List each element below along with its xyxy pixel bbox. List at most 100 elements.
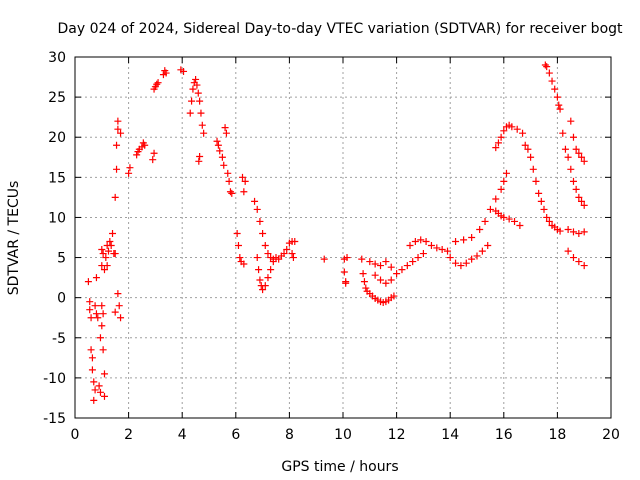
data-point bbox=[102, 254, 110, 262]
data-point bbox=[269, 258, 277, 266]
data-point bbox=[283, 246, 291, 254]
data-point bbox=[98, 246, 106, 254]
data-point bbox=[478, 247, 486, 255]
data-point bbox=[500, 213, 508, 221]
data-point bbox=[481, 217, 489, 225]
data-point bbox=[516, 221, 524, 229]
data-point bbox=[500, 177, 508, 185]
data-point bbox=[90, 396, 98, 404]
data-point bbox=[342, 279, 350, 287]
data-point bbox=[358, 255, 366, 263]
grid-lines bbox=[75, 57, 611, 418]
data-point bbox=[91, 302, 99, 310]
data-point bbox=[548, 77, 556, 85]
x-tick-label: 6 bbox=[231, 427, 240, 443]
data-point bbox=[519, 129, 527, 137]
data-point bbox=[521, 141, 529, 149]
data-point bbox=[222, 129, 230, 137]
data-point bbox=[224, 169, 232, 177]
y-tick-label: 0 bbox=[57, 291, 66, 307]
data-point bbox=[198, 121, 206, 129]
data-point bbox=[446, 254, 454, 262]
data-point bbox=[502, 169, 510, 177]
data-point bbox=[86, 306, 94, 314]
data-point bbox=[497, 133, 505, 141]
data-point bbox=[103, 262, 111, 270]
data-point bbox=[90, 378, 98, 386]
data-point bbox=[575, 258, 583, 266]
data-point bbox=[114, 117, 122, 125]
data-point bbox=[196, 152, 204, 160]
data-point bbox=[457, 262, 465, 270]
data-series bbox=[84, 61, 588, 404]
data-point bbox=[422, 238, 430, 246]
x-tick-label: 2 bbox=[124, 427, 133, 443]
data-point bbox=[468, 234, 476, 241]
data-point bbox=[580, 201, 588, 209]
data-point bbox=[452, 259, 460, 267]
data-point bbox=[580, 157, 588, 165]
data-point bbox=[569, 228, 577, 236]
data-point bbox=[253, 254, 261, 262]
data-point bbox=[251, 197, 259, 205]
data-point bbox=[500, 127, 508, 135]
data-point bbox=[382, 279, 390, 287]
data-point bbox=[553, 93, 561, 101]
data-point bbox=[154, 79, 162, 87]
data-point bbox=[92, 310, 100, 318]
data-point bbox=[92, 274, 100, 282]
data-point bbox=[492, 195, 500, 203]
data-point bbox=[541, 61, 549, 69]
data-point bbox=[545, 69, 553, 77]
data-point bbox=[486, 205, 494, 213]
data-point bbox=[511, 217, 519, 225]
data-point bbox=[513, 125, 521, 133]
data-point bbox=[409, 258, 417, 266]
data-point bbox=[505, 215, 513, 223]
data-point bbox=[264, 250, 272, 258]
data-point bbox=[556, 227, 564, 235]
data-point bbox=[96, 334, 104, 342]
data-point bbox=[537, 197, 545, 205]
data-point bbox=[259, 229, 267, 237]
data-point bbox=[264, 274, 272, 282]
data-point bbox=[529, 165, 537, 173]
data-point bbox=[476, 225, 484, 233]
data-point bbox=[241, 177, 249, 185]
data-point bbox=[419, 250, 427, 258]
data-point bbox=[86, 298, 94, 306]
data-point bbox=[484, 242, 492, 250]
data-point bbox=[569, 133, 577, 141]
data-point bbox=[87, 314, 95, 322]
data-point bbox=[398, 266, 406, 274]
data-point bbox=[559, 129, 567, 137]
data-point bbox=[150, 149, 158, 157]
data-point bbox=[100, 392, 108, 400]
data-point bbox=[575, 229, 583, 237]
data-point bbox=[564, 153, 572, 161]
data-point bbox=[100, 266, 108, 274]
data-point bbox=[180, 67, 188, 75]
data-point bbox=[572, 185, 580, 193]
data-point bbox=[366, 258, 374, 266]
data-point bbox=[578, 197, 586, 205]
y-tick-label: 20 bbox=[48, 130, 66, 146]
x-tick-label: 8 bbox=[285, 427, 294, 443]
data-point bbox=[473, 252, 481, 260]
data-point bbox=[288, 250, 296, 258]
data-point bbox=[390, 292, 398, 300]
data-point bbox=[382, 258, 390, 266]
data-point bbox=[133, 151, 141, 159]
data-point bbox=[452, 238, 460, 246]
data-point bbox=[240, 260, 248, 268]
data-point bbox=[141, 141, 149, 149]
data-point bbox=[99, 346, 107, 354]
data-point bbox=[393, 270, 401, 278]
data-point bbox=[195, 157, 203, 165]
data-point bbox=[494, 139, 502, 147]
y-tick-label: -5 bbox=[52, 331, 66, 347]
data-point bbox=[213, 137, 221, 145]
data-point bbox=[226, 188, 234, 196]
data-point bbox=[114, 290, 122, 298]
